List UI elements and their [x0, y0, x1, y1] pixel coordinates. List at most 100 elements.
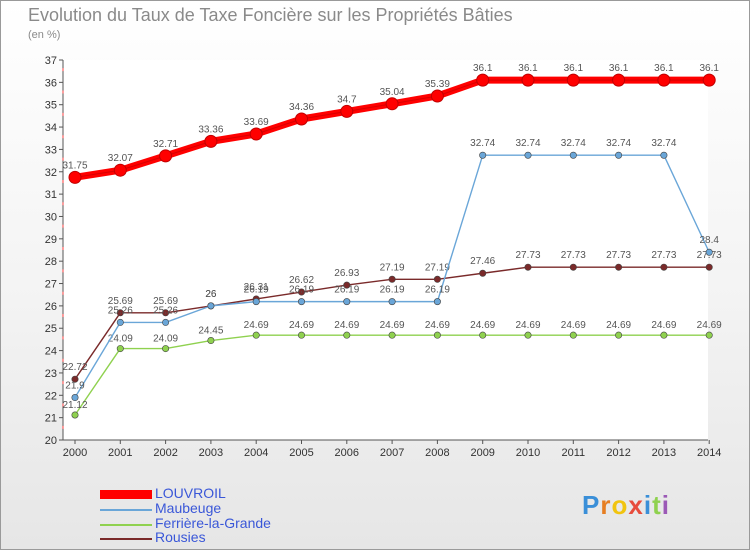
data-point	[204, 134, 218, 148]
data-point	[388, 331, 396, 339]
data-label: 33.69	[244, 117, 269, 128]
logo-letter: o	[611, 490, 629, 520]
data-point	[385, 97, 399, 111]
y-tick-label: 31	[45, 189, 57, 201]
x-tick-label: 2008	[425, 447, 449, 459]
data-point	[388, 298, 396, 306]
data-point	[524, 331, 532, 339]
legend-label: Rousies	[155, 529, 206, 545]
data-point	[433, 331, 441, 339]
data-point	[612, 73, 626, 87]
x-tick-label: 2004	[244, 447, 268, 459]
y-tick-label: 25	[45, 323, 57, 335]
data-label: 22.72	[62, 362, 87, 373]
data-label: 24.69	[289, 320, 314, 331]
data-label: 28.4	[699, 235, 719, 246]
series-ferri-re-la-grande: 21.12 24.09 24.09 24.45 24.69 24.69 24.69 24.69…	[62, 320, 722, 419]
y-tick-label: 33	[45, 144, 57, 156]
data-label: 24.69	[606, 320, 631, 331]
y-tick-label: 22	[45, 390, 57, 402]
proxiti-logo: Proxiti	[582, 490, 670, 521]
x-tick-label: 2013	[652, 447, 676, 459]
data-label: 26.19	[380, 285, 405, 296]
x-tick-label: 2006	[335, 447, 359, 459]
data-label: 21.12	[62, 400, 87, 411]
data-point	[252, 331, 260, 339]
y-tick-label: 34	[45, 122, 57, 134]
data-point	[615, 151, 623, 159]
data-point	[159, 149, 173, 163]
data-label: 34.7	[337, 94, 357, 105]
data-label: 32.74	[606, 138, 631, 149]
data-label: 36.1	[518, 63, 538, 74]
data-point	[116, 318, 124, 326]
data-label: 36.1	[609, 63, 629, 74]
data-label: 24.69	[651, 320, 676, 331]
data-point	[705, 248, 713, 256]
data-label: 25.69	[108, 296, 133, 307]
y-tick-label: 37	[45, 55, 57, 67]
data-label: 32.74	[515, 138, 540, 149]
data-point	[479, 269, 487, 277]
data-point	[297, 298, 305, 306]
data-label: 32.07	[108, 153, 133, 164]
data-label: 26.19	[289, 285, 314, 296]
data-point	[207, 337, 215, 345]
data-point	[295, 112, 308, 126]
data-point	[524, 151, 532, 159]
data-point	[657, 73, 671, 87]
data-label: 24.45	[198, 326, 223, 337]
data-point	[569, 331, 577, 339]
series-louvroil: 31.75 32.07 32.71 33.36 33.69 34.36 34.7 35.04 3…	[62, 63, 719, 184]
data-point	[521, 73, 535, 87]
data-label: 36.1	[699, 63, 719, 74]
logo-letter: t	[652, 490, 662, 520]
y-tick-label: 32	[45, 167, 57, 179]
x-tick-label: 2009	[470, 447, 494, 459]
data-point	[162, 345, 170, 353]
data-label: 32.71	[153, 139, 178, 150]
data-point	[297, 288, 305, 296]
data-label: 24.69	[561, 320, 586, 331]
y-tick-label: 28	[45, 256, 57, 268]
data-point	[433, 275, 441, 283]
data-point	[705, 263, 713, 271]
data-label: 26.31	[244, 282, 269, 293]
x-tick-label: 2005	[289, 447, 313, 459]
data-label: 24.69	[515, 320, 540, 331]
y-tick-label: 29	[45, 234, 57, 246]
data-point	[615, 263, 623, 271]
data-label: 36.1	[654, 63, 674, 74]
data-label: 26.19	[425, 285, 450, 296]
data-point	[113, 163, 127, 177]
data-label: 26.93	[334, 268, 359, 279]
y-tick-label: 30	[45, 211, 57, 223]
y-tick-label: 27	[45, 279, 57, 291]
x-tick-label: 2007	[380, 447, 404, 459]
data-label: 26.19	[244, 285, 269, 296]
data-label: 27.73	[651, 250, 676, 261]
data-point	[249, 127, 263, 141]
y-tick-label: 21	[45, 413, 57, 425]
x-tick-label: 2000	[63, 447, 87, 459]
legend-item-rousies: Rousies	[100, 529, 340, 545]
data-point	[615, 331, 623, 339]
y-tick-label: 35	[45, 100, 57, 112]
legend-label: Maubeuge	[155, 500, 222, 516]
x-tick-label: 2014	[697, 447, 721, 459]
data-label: 36.1	[473, 63, 493, 74]
data-label: 27.73	[606, 250, 631, 261]
data-label: 24.69	[425, 320, 450, 331]
data-label: 31.75	[62, 160, 87, 171]
data-label: 35.04	[380, 87, 405, 98]
x-tick-label: 2002	[153, 447, 177, 459]
x-tick-label: 2011	[561, 447, 585, 459]
legend-item-maubeuge: Maubeuge	[100, 500, 340, 516]
data-label: 25.26	[108, 305, 133, 316]
logo-letter: x	[628, 490, 644, 520]
x-tick-label: 2003	[199, 447, 223, 459]
legend-item-louvroil: LOUVROIL	[100, 485, 340, 501]
data-point	[660, 331, 668, 339]
data-point	[162, 309, 170, 317]
legend-label: LOUVROIL	[155, 485, 226, 501]
